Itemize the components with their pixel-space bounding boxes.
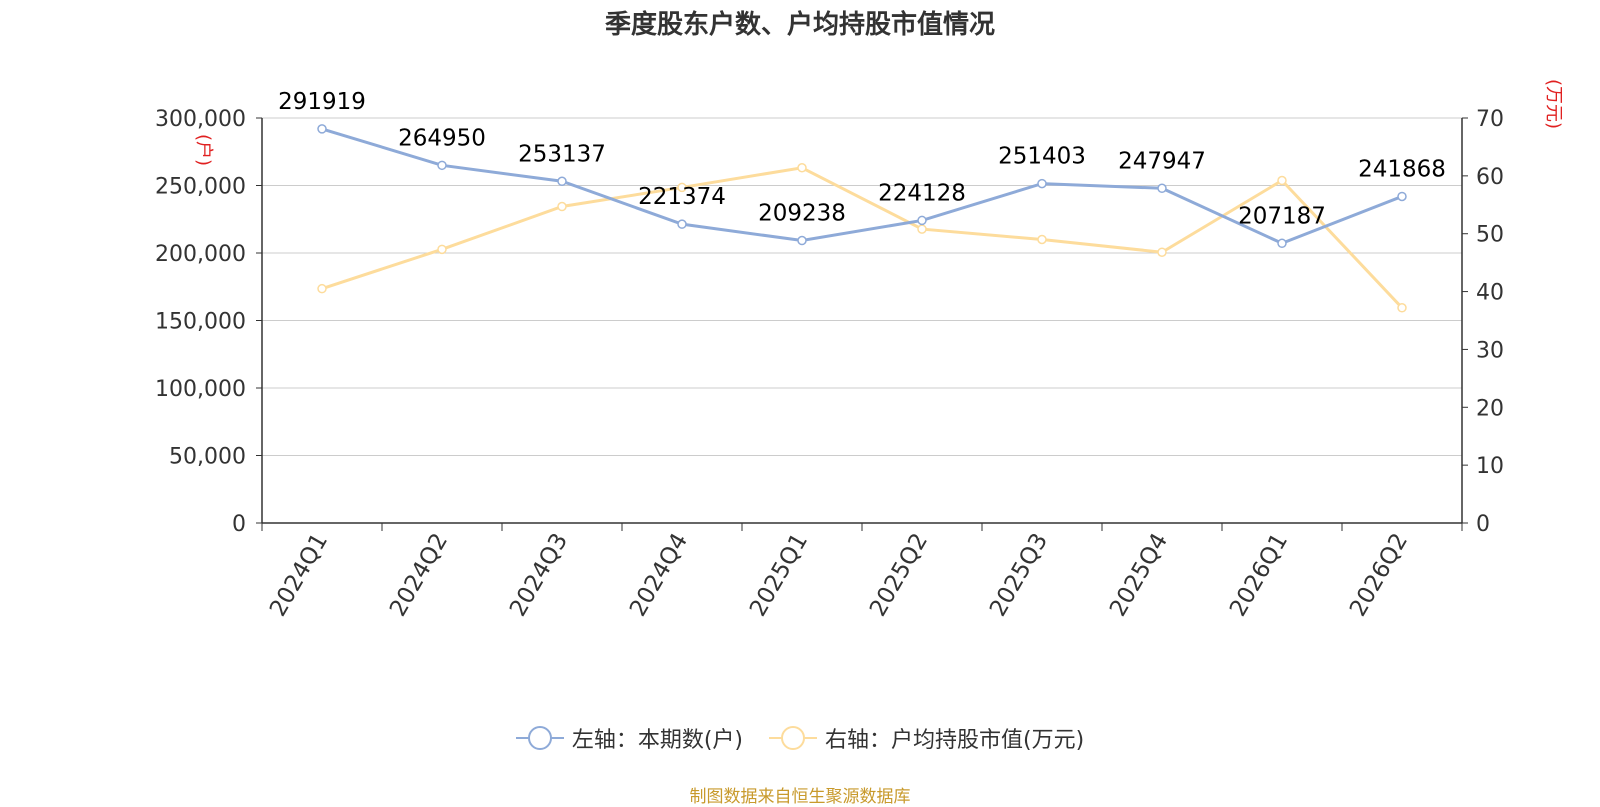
legend-item-households[interactable]: 左轴：本期数(户) xyxy=(515,722,743,754)
point-avg-value xyxy=(797,163,807,173)
chart-title: 季度股东户数、户均持股市值情况 xyxy=(604,10,995,40)
point-avg-value xyxy=(437,244,447,255)
y-left-tick-label: 150,000 xyxy=(155,310,246,335)
data-label-households: 209238 xyxy=(758,201,846,227)
point-avg-value xyxy=(1157,247,1167,257)
data-label-households: 224128 xyxy=(878,180,966,206)
legend-label-households: 左轴：本期数(户) xyxy=(571,728,743,753)
y-right-tick-label: 70 xyxy=(1476,107,1504,132)
point-households xyxy=(797,235,807,246)
y-left-tick-label: 100,000 xyxy=(155,377,246,402)
point-households xyxy=(317,124,327,134)
legend-symbol-households xyxy=(515,725,564,751)
x-tick-label: 2024Q2 xyxy=(385,529,453,621)
x-tick-label: 2025Q4 xyxy=(1105,529,1173,621)
point-households xyxy=(1397,191,1407,202)
data-label-households: 251403 xyxy=(998,144,1086,170)
data-label-households: 241868 xyxy=(1358,156,1446,182)
legend-label-avg-value: 右轴：户均持股市值(万元) xyxy=(825,728,1085,753)
y-left-tick-label: 250,000 xyxy=(155,175,246,200)
y-right-tick-label: 40 xyxy=(1476,281,1504,306)
data-label-households: 207187 xyxy=(1238,203,1326,229)
x-tick-label: 2024Q4 xyxy=(625,529,693,621)
y-left-unit-label: (户) xyxy=(193,134,214,166)
point-avg-value xyxy=(917,224,927,234)
point-households xyxy=(1277,238,1287,249)
y-right-tick-label: 0 xyxy=(1476,512,1490,537)
point-households xyxy=(1037,178,1047,189)
point-avg-value xyxy=(1037,234,1047,245)
point-avg-value xyxy=(557,201,567,212)
series-line-households xyxy=(321,127,1403,245)
legend-symbol-avg-value xyxy=(769,725,817,751)
x-tick-label: 2025Q2 xyxy=(865,529,933,621)
data-label-households: 291919 xyxy=(278,89,366,115)
y-right-tick-label: 10 xyxy=(1476,454,1504,479)
point-avg-value xyxy=(317,283,327,294)
data-label-households: 264950 xyxy=(398,125,486,151)
y-right-tick-label: 20 xyxy=(1476,396,1504,421)
data-source-footer: 制图数据来自恒生聚源数据库 xyxy=(689,787,911,807)
y-left-tick-label: 300,000 xyxy=(155,107,246,132)
data-label-households: 253137 xyxy=(518,141,606,167)
point-households xyxy=(437,160,447,171)
chart-plot: 0 50,000 100,000 150,000 200,000 250,000 300,0… xyxy=(155,79,1564,621)
x-tick-label: 2025Q1 xyxy=(745,529,813,621)
point-households xyxy=(1157,183,1167,194)
x-tick-label: 2024Q3 xyxy=(505,529,573,621)
point-avg-value xyxy=(677,182,687,193)
y-left-tick-label: 50,000 xyxy=(169,445,246,470)
legend: 左轴：本期数(户) 右轴：户均持股市值(万元) xyxy=(0,722,1600,754)
y-right-unit-label: (万元) xyxy=(1543,79,1564,129)
x-tick-label: 2024Q1 xyxy=(265,529,333,621)
data-label-households: 247947 xyxy=(1118,148,1206,174)
y-left-tick-label: 0 xyxy=(232,512,246,537)
point-avg-value xyxy=(1397,303,1407,313)
point-households xyxy=(677,219,687,229)
point-households xyxy=(917,215,927,226)
data-label-households: 221374 xyxy=(638,184,726,210)
point-households xyxy=(557,176,567,187)
x-tick-label: 2026Q1 xyxy=(1225,529,1293,621)
legend-item-avg-value[interactable]: 右轴：户均持股市值(万元) xyxy=(769,722,1084,754)
y-left-tick-label: 200,000 xyxy=(155,242,246,267)
y-right-tick-label: 50 xyxy=(1476,223,1504,248)
y-right-tick-label: 30 xyxy=(1476,338,1504,363)
series-line-avg-value xyxy=(321,166,1404,309)
x-tick-label: 2026Q2 xyxy=(1345,529,1413,621)
point-avg-value xyxy=(1277,175,1287,186)
y-right-tick-label: 60 xyxy=(1476,165,1504,190)
x-tick-label: 2025Q3 xyxy=(985,529,1053,621)
